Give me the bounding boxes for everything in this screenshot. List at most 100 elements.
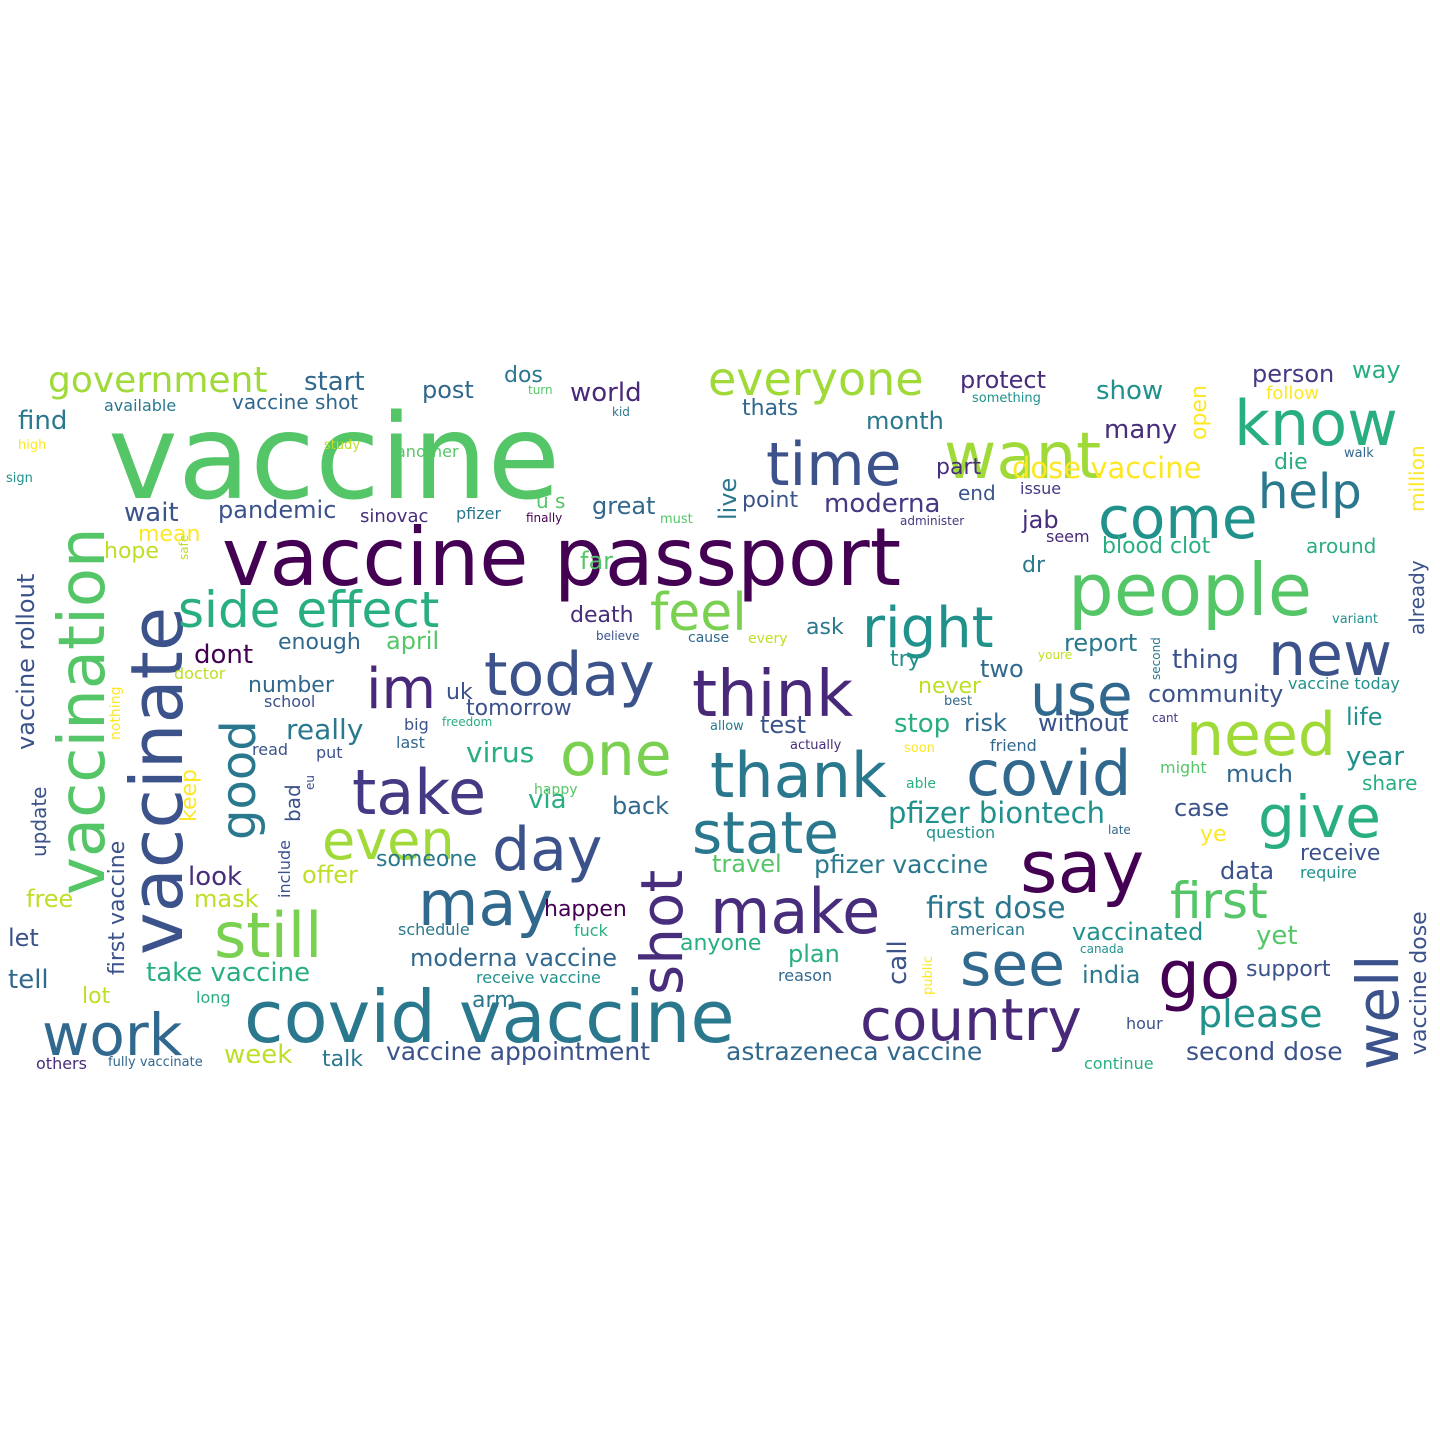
cloud-word-believe: believe xyxy=(596,629,640,643)
cloud-word-jab: jab xyxy=(1021,506,1059,534)
cloud-word-share: share xyxy=(1362,771,1417,795)
cloud-word-good: good xyxy=(211,720,267,840)
cloud-word-moderna-vaccine: moderna vaccine xyxy=(410,944,617,972)
cloud-word-every: every xyxy=(748,631,788,647)
cloud-word-something: something xyxy=(972,391,1041,406)
cloud-word-vaccine-today: vaccine today xyxy=(1288,674,1400,693)
cloud-word-soon: soon xyxy=(904,741,935,756)
cloud-word-country: country xyxy=(860,986,1082,1054)
cloud-word-seem: seem xyxy=(1046,527,1090,546)
cloud-word-much: much xyxy=(1226,760,1293,788)
cloud-word-finally: finally xyxy=(526,511,562,525)
cloud-word-already: already xyxy=(1405,560,1429,635)
cloud-word-dose-vaccine: dose vaccine xyxy=(1012,451,1201,485)
cloud-word-friend: friend xyxy=(990,736,1037,755)
cloud-word-american: american xyxy=(950,920,1025,939)
cloud-word-state: state xyxy=(692,799,839,867)
cloud-word-walk: walk xyxy=(1344,446,1374,461)
cloud-word-need: need xyxy=(1186,700,1336,770)
cloud-word-point: point xyxy=(742,488,798,513)
cloud-word-pandemic: pandemic xyxy=(218,496,336,524)
cloud-word-number: number xyxy=(248,673,335,698)
cloud-word-allow: allow xyxy=(710,719,744,734)
cloud-word-moderna: moderna xyxy=(824,489,940,519)
cloud-word-report: report xyxy=(1064,629,1137,657)
cloud-word-mean: mean xyxy=(138,522,200,547)
cloud-word-tomorrow: tomorrow xyxy=(466,696,572,721)
cloud-word-vaccinated: vaccinated xyxy=(1072,918,1203,946)
cloud-word-astrazeneca-vaccine: astrazeneca vaccine xyxy=(726,1037,982,1066)
cloud-word-second-dose: second dose xyxy=(1186,1037,1343,1066)
cloud-word-find: find xyxy=(18,406,67,436)
cloud-word-others: others xyxy=(36,1054,87,1073)
cloud-word-well: well xyxy=(1344,955,1412,1070)
cloud-word-way: way xyxy=(1352,356,1401,384)
cloud-word-pfizer-biontech: pfizer biontech xyxy=(888,796,1105,830)
cloud-word-actually: actually xyxy=(790,738,842,753)
cloud-word-read: read xyxy=(252,740,288,759)
cloud-word-world: world xyxy=(570,378,642,408)
cloud-word-may: may xyxy=(418,867,553,940)
cloud-word-bad: bad xyxy=(281,784,305,822)
cloud-word-india: india xyxy=(1082,961,1141,989)
cloud-word-freedom: freedom xyxy=(442,715,492,729)
cloud-word-many: many xyxy=(1104,415,1177,445)
cloud-word-free: free xyxy=(26,885,73,913)
cloud-word-wait: wait xyxy=(124,498,179,528)
cloud-word-continue: continue xyxy=(1084,1054,1154,1073)
cloud-word-thats: thats xyxy=(742,396,798,421)
cloud-word-work: work xyxy=(42,1001,183,1069)
cloud-word-end: end xyxy=(958,481,996,505)
cloud-word-pfizer: pfizer xyxy=(456,504,501,523)
cloud-word-first-dose: first dose xyxy=(926,891,1066,926)
cloud-word-vaccine-dose: vaccine dose xyxy=(1407,911,1432,1055)
cloud-word-go: go xyxy=(1158,937,1240,1014)
cloud-word-uk: uk xyxy=(446,680,473,705)
cloud-word-two: two xyxy=(980,655,1024,683)
cloud-word-ye: ye xyxy=(1200,822,1227,847)
cloud-word-put: put xyxy=(316,743,343,762)
cloud-word-dont: dont xyxy=(194,640,253,670)
cloud-word-sinovac: sinovac xyxy=(360,506,428,527)
cloud-word-post: post xyxy=(422,376,474,404)
cloud-word-u-s: u s xyxy=(536,489,565,513)
cloud-word-die: die xyxy=(1274,450,1308,475)
cloud-word-people: people xyxy=(1068,548,1312,632)
cloud-word-happen: happen xyxy=(544,897,627,922)
cloud-word-month: month xyxy=(866,407,944,435)
cloud-word-think: think xyxy=(692,658,853,732)
cloud-word-dr: dr xyxy=(1022,553,1046,578)
cloud-word-keep: keep xyxy=(177,769,202,822)
cloud-word-around: around xyxy=(1306,534,1376,558)
cloud-word-year: year xyxy=(1346,742,1404,772)
cloud-word-schedule: schedule xyxy=(398,920,470,939)
cloud-word-update: update xyxy=(27,787,51,857)
cloud-word-great: great xyxy=(592,492,655,520)
cloud-word-last: last xyxy=(396,733,425,752)
cloud-word-hour: hour xyxy=(1126,1014,1163,1033)
cloud-word-vaccination: vaccination xyxy=(46,527,120,895)
cloud-word-receive-vaccine: receive vaccine xyxy=(476,968,601,987)
cloud-word-new: new xyxy=(1268,620,1392,690)
cloud-word-tell: tell xyxy=(8,965,49,995)
cloud-word-try: try xyxy=(890,647,921,672)
cloud-word-let: let xyxy=(8,924,39,952)
cloud-word-make: make xyxy=(710,875,880,948)
cloud-word-mask: mask xyxy=(194,885,259,913)
cloud-word-vaccine-rollout: vaccine rollout xyxy=(12,574,40,750)
cloud-word-million: million xyxy=(1405,445,1429,512)
cloud-word-show: show xyxy=(1096,376,1163,406)
cloud-word-government: government xyxy=(48,360,267,401)
cloud-word-protect: protect xyxy=(960,366,1046,394)
cloud-word-someone: someone xyxy=(376,847,477,872)
cloud-word-pfizer-vaccine: pfizer vaccine xyxy=(814,850,988,879)
cloud-word-stop: stop xyxy=(894,709,950,739)
cloud-word-know: know xyxy=(1234,387,1398,460)
cloud-word-late: late xyxy=(1108,823,1131,837)
cloud-word-vaccine-appointment: vaccine appointment xyxy=(386,1037,650,1066)
cloud-word-eu: eu xyxy=(303,775,317,790)
cloud-word-follow: follow xyxy=(1266,383,1319,404)
cloud-word-public: public xyxy=(921,956,936,995)
cloud-word-today: today xyxy=(484,640,655,710)
